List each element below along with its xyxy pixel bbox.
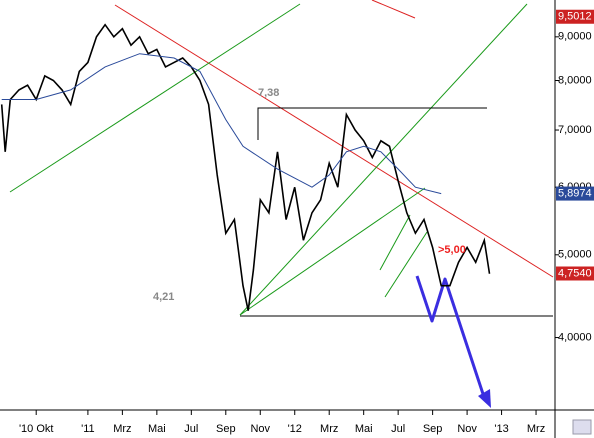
price-marker-label: 5,8974 (558, 187, 592, 199)
trend-line (384, 231, 428, 298)
x-tick-label: Jul (391, 423, 405, 435)
price-marker (556, 9, 594, 24)
trend-line (9, 3, 301, 193)
scale-icon[interactable] (572, 419, 592, 435)
y-tick-label: 7,0000 (558, 124, 592, 136)
x-tick-label: Nov (457, 423, 477, 435)
plot (0, 23, 491, 311)
price-marker-label: 9,5012 (558, 11, 592, 23)
x-tick-label: Mrz (320, 423, 338, 435)
trend-line (239, 187, 426, 316)
trend-line (114, 4, 554, 278)
annotation: >5,00 (438, 244, 466, 256)
x-tick-label: Nov (250, 423, 270, 435)
x-tick-label: Mrz (527, 423, 545, 435)
trend-line (239, 3, 528, 316)
x-tick-label: Mai (148, 423, 166, 435)
price-marker-label: 4,7540 (558, 267, 592, 279)
x-tick-label: Jul (184, 423, 198, 435)
x-tick-label: Mai (355, 423, 373, 435)
price-marker (556, 186, 594, 201)
arrow-head (478, 389, 491, 408)
y-tick-label: 5,0000 (558, 249, 592, 261)
x-tick-label: '11 (81, 423, 95, 435)
y-tick-label: 4,0000 (558, 331, 592, 343)
level-line (257, 107, 487, 140)
x-tick-label: Mrz (113, 423, 131, 435)
price-marker (556, 266, 594, 281)
x-tick-label: '12 (288, 423, 302, 435)
x-tick-label: Sep (216, 423, 236, 435)
trend-line (371, 0, 416, 19)
forecast-arrow (415, 275, 487, 401)
drawings (9, 0, 554, 408)
x-tick-label: '10 Okt (19, 423, 54, 435)
trend-line (379, 214, 411, 271)
x-tick-label: '13 (494, 423, 508, 435)
price-line (0, 23, 491, 311)
annotation: 7,38 (258, 87, 279, 99)
moving-average (1, 53, 442, 195)
annotation: 4,21 (153, 291, 174, 303)
y-tick-label: 8,0000 (558, 74, 592, 86)
x-tick-label: Sep (423, 423, 443, 435)
y-tick-label: 9,0000 (558, 31, 592, 43)
